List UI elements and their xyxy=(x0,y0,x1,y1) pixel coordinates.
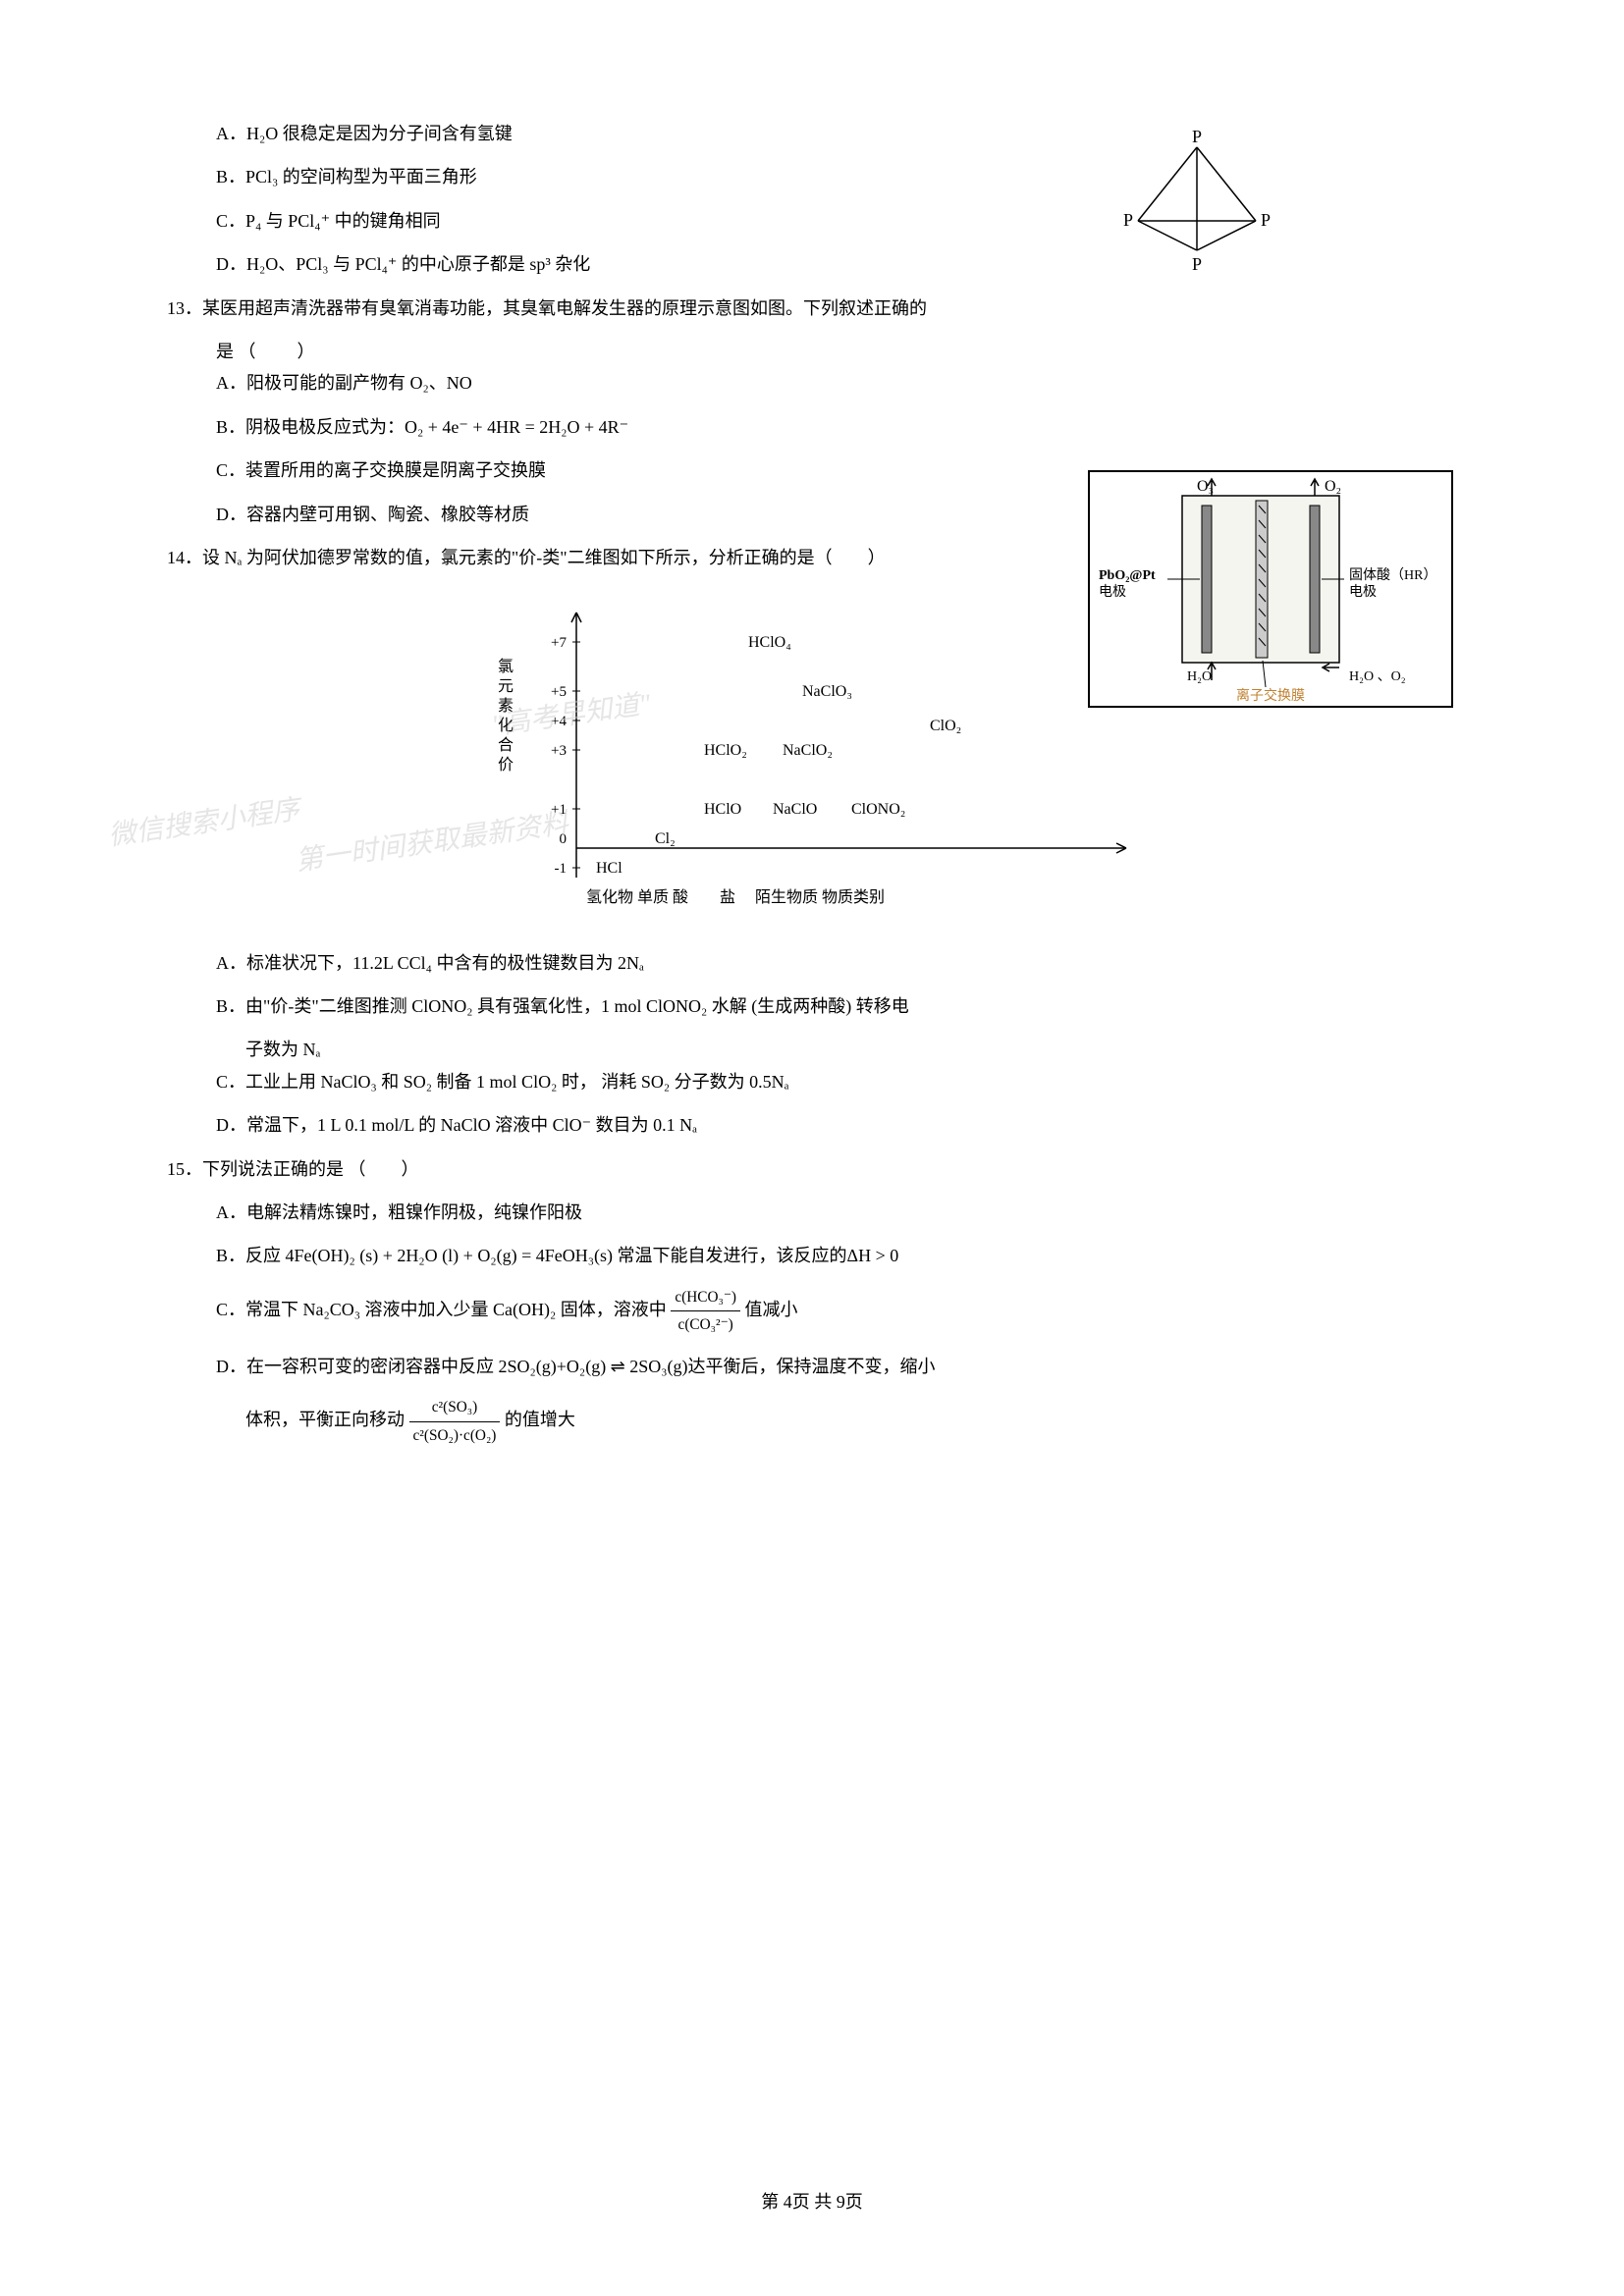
p4-label-right: P xyxy=(1261,210,1271,230)
y-axis-char-1: 氯 xyxy=(498,658,514,675)
q14-option-c: C．工业上用 NaClO₃ 和 SO₂ 制备 1 mol ClO₂ 时， 消耗 … xyxy=(216,1066,1477,1097)
q13-option-a: A．阳极可能的副产物有 O₂、NO xyxy=(216,367,1477,399)
q12-option-a: A．H₂O 很稳定是因为分子间含有氢键 xyxy=(216,118,1477,149)
watermark-1: 微信搜索小程序 xyxy=(105,786,302,862)
ytick-0: 0 xyxy=(560,831,568,847)
pt-hclo2: HClO₂ xyxy=(704,742,747,759)
p4-tetrahedron-figure: P P P P xyxy=(1113,128,1280,285)
q15-option-d-cont: 体积，平衡正向移动 c²(SO₃) c²(SO₂)·c(O₂) 的值增大 xyxy=(245,1394,1477,1449)
chart-svg: 氯 元 素 化 合 价 +7 +5 +4 +3 +1 0 -1 HClO₄ Na… xyxy=(459,593,1165,917)
o2-label: O₂ xyxy=(1325,478,1341,495)
q15-option-a: A．电解法精炼镍时，粗镍作阴极，纯镍作阳极 xyxy=(216,1197,1477,1228)
q14-option-b-cont: 子数为 Nₐ xyxy=(245,1034,1477,1065)
pt-clo2: ClO₂ xyxy=(930,718,961,734)
pt-cl2: Cl₂ xyxy=(655,830,676,847)
ytick-4: +4 xyxy=(551,714,567,729)
ytick-7: +7 xyxy=(551,635,567,651)
ytick-5: +5 xyxy=(551,684,567,700)
valence-class-chart: 氯 元 素 化 合 价 +7 +5 +4 +3 +1 0 -1 HClO₄ Na… xyxy=(147,593,1477,927)
ytick-1: +1 xyxy=(551,802,567,818)
y-axis-char-2: 元 xyxy=(498,678,514,695)
q13-stem: 13．某医用超声清洗器带有臭氧消毒功能，其臭氧电解发生器的原理示意图如图。下列叙… xyxy=(167,293,1477,324)
q15-option-b: B．反应 4Fe(OH)₂ (s) + 2H₂O (l) + O₂(g) = 4… xyxy=(216,1240,1477,1271)
q13-blank: （ ） xyxy=(239,342,317,361)
q15-d2-post: 的值增大 xyxy=(505,1410,575,1429)
q15-stem: 15．下列说法正确的是 （ ） xyxy=(167,1153,1477,1185)
pt-clono2: ClONO₂ xyxy=(851,801,905,818)
q15-option-d: D．在一容积可变的密闭容器中反应 2SO₂(g)+O₂(g) ⇌ 2SO₃(g)… xyxy=(216,1351,1477,1382)
x-axis-label: 氢化物 单质 酸 盐 陌生物质 物质类别 xyxy=(586,888,885,906)
q12-option-c: C．P₄ 与 PCl₄⁺ 中的键角相同 xyxy=(216,205,1477,237)
q13-stem-2: 是 （ ） xyxy=(216,336,1477,367)
y-axis-char-4: 化 xyxy=(498,717,514,734)
pt-naclo3: NaClO₃ xyxy=(802,683,852,700)
page-footer: 第 4页 共 9页 xyxy=(0,2186,1624,2217)
o3-label: O₃ xyxy=(1197,478,1214,495)
q15-d2-den: c²(SO₂)·c(O₂) xyxy=(409,1422,501,1450)
q15-c-fraction: c(HCO₃⁻) c(CO₃²⁻) xyxy=(671,1284,740,1339)
left-electrode-label-1: PbO₂@Pt xyxy=(1099,568,1156,583)
q13-option-b: B．阴极电极反应式为：O₂ + 4e⁻ + 4HR = 2H₂O + 4R⁻ xyxy=(216,411,1477,443)
y-axis-char-6: 价 xyxy=(498,757,514,774)
q15-c-post: 值减小 xyxy=(745,1300,798,1319)
q14-option-d: D．常温下，1 L 0.1 mol/L 的 NaClO 溶液中 ClO⁻ 数目为… xyxy=(216,1109,1477,1141)
pt-hclo4: HClO₄ xyxy=(748,634,791,651)
pt-hcl: HCl xyxy=(596,860,623,877)
q15-option-c: C．常温下 Na₂CO₃ 溶液中加入少量 Ca(OH)₂ 固体，溶液中 c(HC… xyxy=(216,1284,1477,1339)
q15-c-pre: C．常温下 Na₂CO₃ 溶液中加入少量 Ca(OH)₂ 固体，溶液中 xyxy=(216,1300,667,1319)
q14-option-a: A．标准状况下，11.2L CCl₄ 中含有的极性键数目为 2Nₐ xyxy=(216,947,1477,979)
q12-option-b: B．PCl₃ 的空间构型为平面三角形 xyxy=(216,161,1477,192)
ytick-neg1: -1 xyxy=(555,861,568,877)
q15-d2-pre: 体积，平衡正向移动 xyxy=(245,1410,405,1429)
q15-c-den: c(CO₃²⁻) xyxy=(671,1311,740,1339)
p4-label-top: P xyxy=(1192,128,1202,146)
ytick-3: +3 xyxy=(551,743,567,759)
y-axis-char-5: 合 xyxy=(498,736,514,754)
right-electrode-label-1: 固体酸（HR） xyxy=(1349,567,1436,583)
q13-stem2-text: 是 xyxy=(216,342,234,361)
p4-label-left: P xyxy=(1123,210,1133,230)
q12-option-d: D．H₂O、PCl₃ 与 PCl₄⁺ 的中心原子都是 sp³ 杂化 xyxy=(216,248,1477,280)
pt-hclo: HClO xyxy=(704,801,741,818)
q15-c-num: c(HCO₃⁻) xyxy=(671,1284,740,1312)
q15-d2-num: c²(SO₃) xyxy=(409,1394,501,1422)
pt-naclo: NaClO xyxy=(773,801,817,818)
p4-svg: P P P P xyxy=(1113,128,1280,275)
q15-d2-fraction: c²(SO₃) c²(SO₂)·c(O₂) xyxy=(409,1394,501,1449)
pt-naclo2: NaClO₂ xyxy=(783,742,833,759)
p4-label-bottom: P xyxy=(1192,254,1202,274)
y-axis-char-3: 素 xyxy=(498,697,514,715)
q14-option-b: B．由"价-类"二维图推测 ClONO₂ 具有强氧化性，1 mol ClONO₂… xyxy=(216,990,1477,1022)
